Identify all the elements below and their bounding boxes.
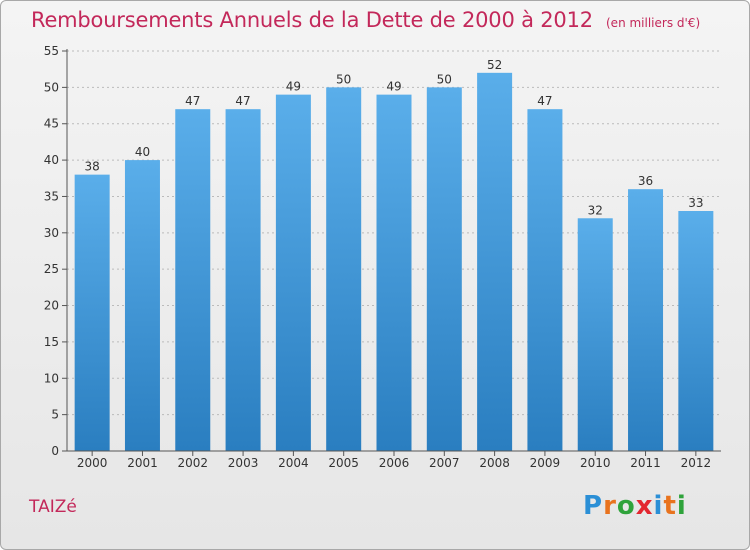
- title-row: Remboursements Annuels de la Dette de 20…: [31, 8, 700, 32]
- y-tick-label: 30: [44, 226, 59, 240]
- chart-unit: (en milliers d'€): [606, 16, 701, 30]
- y-tick-label: 55: [44, 44, 59, 58]
- y-tick-label: 25: [44, 262, 59, 276]
- x-tick-label: 2005: [328, 456, 359, 470]
- bar-value-label: 32: [588, 203, 603, 217]
- logo-letter: P: [583, 491, 604, 521]
- bar-2004: [275, 94, 311, 452]
- logo-letter: x: [635, 491, 654, 521]
- bar-value-label: 47: [185, 94, 200, 108]
- x-tick-label: 2006: [379, 456, 410, 470]
- bars: 38 40 47 47 49 50 49 50 52 47 32 36 33: [74, 58, 714, 452]
- bar-value-label: 38: [85, 160, 100, 174]
- bar-2000: [74, 174, 110, 452]
- axes: 0 5 10 15 20 25 30 35 40 45 50 55 2000 2001 2002 2003 20…: [44, 44, 721, 470]
- bar-2010: [577, 218, 613, 451]
- bar-value-label: 50: [336, 72, 351, 86]
- y-tick-label: 45: [44, 117, 59, 131]
- x-tick-label: 2002: [177, 456, 208, 470]
- commune-name: TAIZé: [29, 497, 77, 517]
- x-tick-label: 2009: [530, 456, 561, 470]
- y-tick-label: 15: [44, 335, 59, 349]
- bar-2002: [175, 109, 211, 451]
- bar-value-label: 52: [487, 58, 502, 72]
- logo-letter: i: [653, 491, 664, 521]
- bar-value-label: 33: [688, 196, 703, 210]
- bar-value-label: 47: [235, 94, 250, 108]
- logo-letter: r: [603, 491, 617, 521]
- y-tick-label: 40: [44, 153, 59, 167]
- proxiti-logo[interactable]: Proxiti: [583, 491, 687, 521]
- bar-value-label: 49: [286, 80, 301, 94]
- x-tick-label: 2003: [228, 456, 259, 470]
- bar-2011: [628, 189, 664, 451]
- x-tick-label: 2011: [630, 456, 661, 470]
- x-tick-label: 2001: [127, 456, 158, 470]
- bar-value-label: 47: [537, 94, 552, 108]
- bar-value-label: 40: [135, 145, 150, 159]
- bar-2003: [225, 109, 261, 451]
- bar-2009: [527, 109, 563, 451]
- y-tick-label: 35: [44, 189, 59, 203]
- bar-2001: [124, 160, 160, 451]
- logo-letter: i: [676, 491, 687, 521]
- bar-value-label: 49: [386, 80, 401, 94]
- bar-2006: [376, 94, 412, 452]
- y-tick-label: 0: [51, 444, 59, 458]
- bar-value-label: 36: [638, 174, 653, 188]
- y-tick-label: 5: [51, 408, 59, 422]
- x-tick-label: 2004: [278, 456, 309, 470]
- bar-2012: [678, 211, 714, 451]
- x-tick-label: 2010: [580, 456, 611, 470]
- bar-value-label: 50: [437, 72, 452, 86]
- x-tick-label: 2000: [77, 456, 108, 470]
- y-tick-label: 50: [44, 80, 59, 94]
- x-tick-label: 2007: [429, 456, 460, 470]
- y-tick-label: 20: [44, 299, 59, 313]
- y-tick-label: 10: [44, 371, 59, 385]
- bar-2008: [477, 72, 513, 452]
- logo-letter: o: [616, 491, 636, 521]
- bar-2005: [326, 87, 362, 451]
- x-tick-label: 2008: [479, 456, 510, 470]
- logo-letter: t: [663, 491, 677, 521]
- x-tick-label: 2012: [681, 456, 712, 470]
- bar-2007: [426, 87, 462, 451]
- chart-title: Remboursements Annuels de la Dette de 20…: [31, 8, 593, 32]
